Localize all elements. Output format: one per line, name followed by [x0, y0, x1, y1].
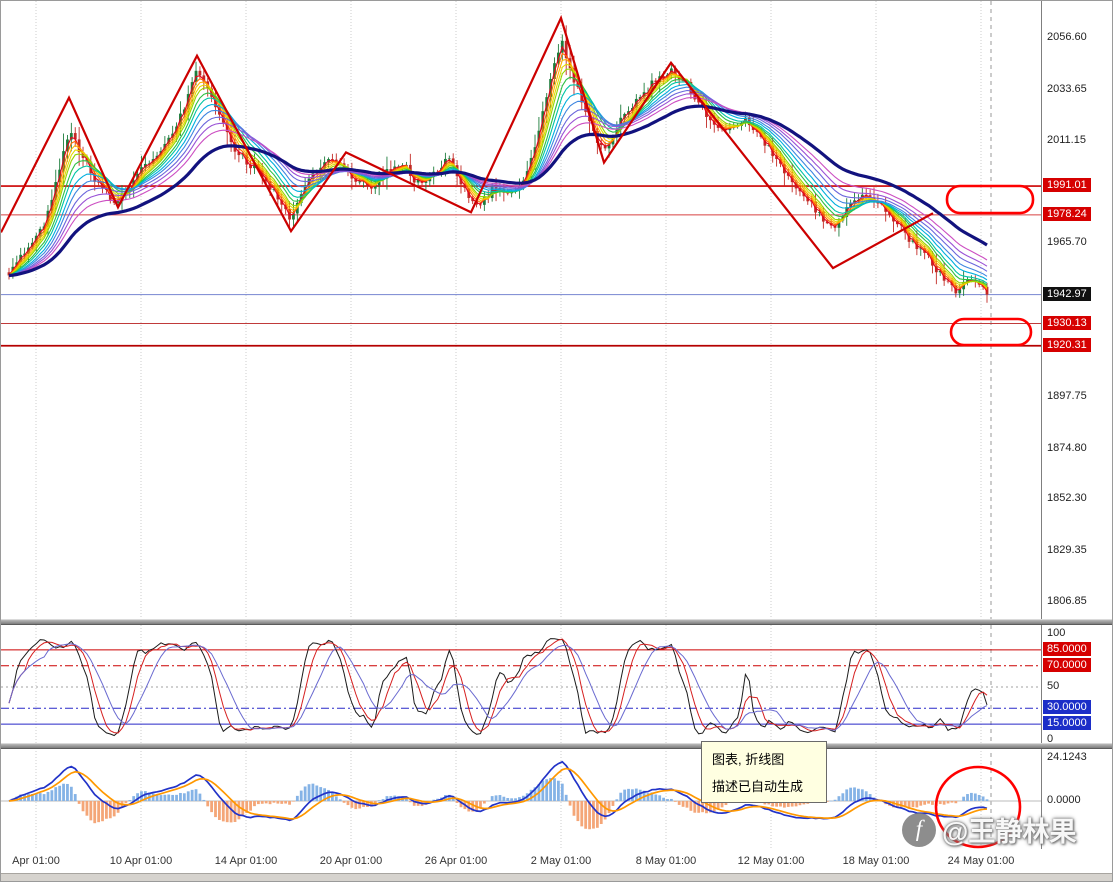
- time-label: 8 May 01:00: [635, 855, 697, 867]
- macd-panel: [1, 760, 1041, 830]
- stoch-panel: [1, 638, 1041, 737]
- price-badge: 1920.31: [1043, 337, 1091, 352]
- alt-text-tooltip: 图表, 折线图 描述已自动生成: [701, 741, 827, 803]
- axis-tick-label: 2011.15: [1047, 133, 1086, 146]
- macd-tick-label: 0.0000: [1047, 794, 1081, 806]
- time-label: 10 Apr 01:00: [109, 855, 173, 867]
- axis-tick-label: 1829.35: [1047, 544, 1087, 557]
- price-badge: 1942.97: [1043, 286, 1091, 301]
- time-label: 24 May 01:00: [947, 855, 1015, 867]
- stoch-level-badge: 70.0000: [1043, 657, 1091, 672]
- time-axis: Apr 01:00 10 Apr 01:00 14 Apr 01:00 20 Apr …: [1, 849, 1112, 873]
- axis-tick-label: 1897.75: [1047, 389, 1087, 402]
- time-label: 2 May 01:00: [530, 855, 592, 867]
- highlight-annotations: [934, 184, 1035, 849]
- candles-layer: [7, 25, 989, 303]
- stoch-tick-label: 0: [1047, 733, 1054, 745]
- watermark-logo-icon: f: [902, 812, 936, 847]
- price-axis: 2056.60 2033.65 2011.15 1965.70 1897.75 1874.…: [1041, 1, 1112, 849]
- axis-tick-label: 2033.65: [1047, 82, 1087, 95]
- stoch-tick-label: 100: [1047, 627, 1066, 639]
- stoch-level-badge: 30.0000: [1043, 700, 1091, 715]
- axis-tick-label: 2056.60: [1047, 30, 1087, 43]
- watermark: f @王静林果: [902, 810, 1076, 849]
- panel-separator-bottom[interactable]: [1, 743, 1112, 749]
- price-badge: 1930.13: [1043, 315, 1091, 330]
- gridlines: [35, 1, 992, 849]
- time-label: 26 Apr 01:00: [424, 855, 488, 867]
- axis-tick-label: 1852.30: [1047, 492, 1087, 505]
- stoch-level-badge: 15.0000: [1043, 716, 1091, 731]
- watermark-handle: @王静林果: [942, 817, 1077, 847]
- stoch-tick-label: 50: [1047, 680, 1060, 692]
- tooltip-line2: 描述已自动生成: [712, 779, 804, 794]
- ma-ribbon: [8, 45, 988, 292]
- time-label: 20 Apr 01:00: [319, 855, 383, 867]
- axis-tick-label: 1874.80: [1047, 441, 1087, 454]
- price-badge: 1991.01: [1043, 178, 1091, 193]
- axis-tick-label: 1965.70: [1047, 236, 1087, 249]
- time-label: 12 May 01:00: [737, 855, 805, 867]
- stoch-level-badge: 85.0000: [1043, 641, 1091, 656]
- trend-zigzag: [1, 14, 934, 270]
- tooltip-line1: 图表, 折线图: [712, 752, 785, 767]
- axis-tick-label: 1806.85: [1047, 595, 1087, 607]
- window-bottom-strip: [1, 873, 1112, 881]
- macd-tick-label: 24.1243: [1047, 750, 1087, 763]
- price-badge: 1978.24: [1043, 206, 1091, 221]
- slow-ma-line: [8, 104, 988, 278]
- time-label: 14 Apr 01:00: [214, 855, 278, 867]
- time-label: Apr 01:00: [12, 855, 60, 867]
- time-label: 18 May 01:00: [842, 855, 910, 867]
- panel-separator-top[interactable]: [1, 619, 1112, 625]
